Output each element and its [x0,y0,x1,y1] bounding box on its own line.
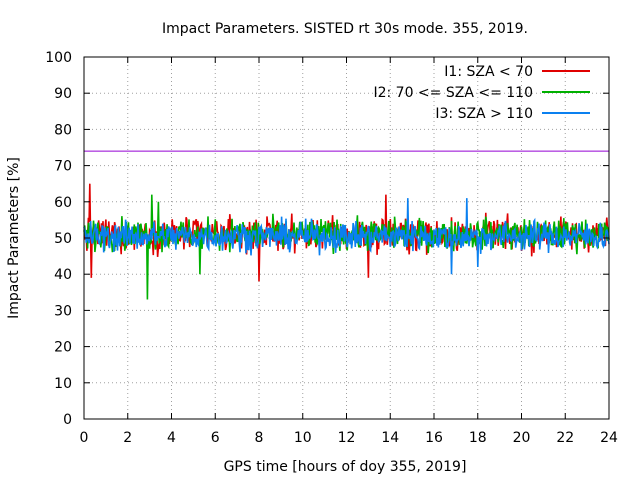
y-tick-label: 70 [54,159,72,175]
series-line [83,198,610,275]
legend-label: I1: SZA < 70 [444,64,533,80]
y-tick-label: 50 [54,231,72,247]
x-tick-label: 16 [425,430,443,446]
x-tick-label: 12 [338,430,356,446]
series-3 [83,198,610,275]
x-tick-label: 2 [123,430,132,446]
x-tick-label: 6 [211,430,220,446]
plot-area [83,183,610,300]
y-tick-label: 60 [54,195,72,211]
y-tick-label: 30 [54,303,72,319]
y-tick-label: 10 [54,376,72,392]
x-tick-label: 4 [167,430,176,446]
x-tick-label: 20 [513,430,531,446]
y-axis-label: Impact Parameters [%] [6,157,22,319]
x-axis-label: GPS time [hours of doy 355, 2019] [224,459,467,475]
y-tick-label: 20 [54,340,72,356]
x-tick-label: 24 [600,430,618,446]
x-tick-label: 22 [556,430,574,446]
x-tick-label: 18 [469,430,487,446]
y-tick-label: 90 [54,86,72,102]
x-tick-label: 10 [294,430,312,446]
y-tick-label: 100 [45,50,72,66]
x-tick-label: 14 [381,430,399,446]
legend-label: I2: 70 <= SZA <= 110 [373,85,533,101]
y-tick-label: 0 [63,412,72,428]
x-tick-label: 8 [255,430,264,446]
chart-title: Impact Parameters. SISTED rt 30s mode. 3… [162,21,528,37]
y-tick-label: 40 [54,267,72,283]
axis-ticks: 0 2 4 6 8 10 12 14 16 18 20 22 240102030405060708090… [45,50,618,446]
legend-label: I3: SZA > 110 [435,106,533,122]
x-tick-label: 0 [80,430,89,446]
y-tick-label: 80 [54,122,72,138]
legend: I1: SZA < 70 I2: 70 <= SZA <= 110 I3: SZA … [373,64,590,122]
